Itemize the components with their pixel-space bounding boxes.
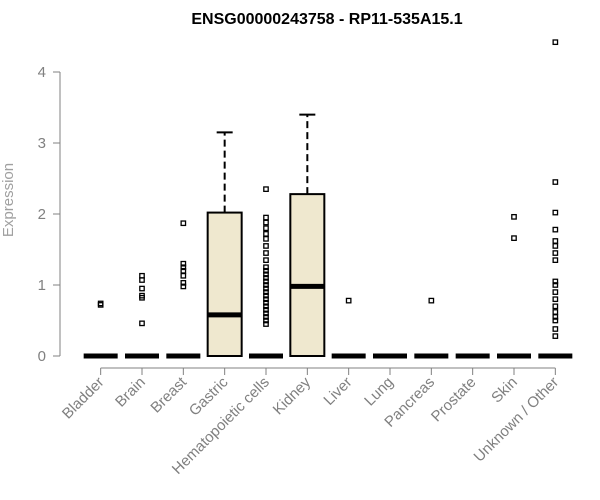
outlier-point: [552, 326, 559, 332]
outlier-point: [263, 306, 269, 313]
outlier-point: [263, 225, 269, 232]
outlier-point: [552, 238, 559, 244]
y-tick-label: 4: [38, 64, 46, 81]
outlier-point: [263, 282, 269, 288]
outlier-point: [552, 39, 559, 46]
outlier-point: [552, 289, 559, 295]
box-gastric: [206, 131, 243, 357]
outlier-point: [263, 296, 269, 303]
x-tick-label: Kidney: [270, 373, 315, 418]
outlier-point: [263, 264, 269, 271]
x-tick-label: Prostate: [428, 374, 480, 426]
outlier-point: [511, 235, 517, 241]
outlier-point: [428, 297, 435, 304]
x-tick-label: Brain: [112, 374, 149, 411]
box-hematopoietic-cells: [249, 186, 283, 359]
outlier-point: [263, 219, 269, 226]
box-pancreas: [414, 297, 449, 359]
outlier-point: [263, 214, 269, 221]
outlier-point: [263, 231, 269, 237]
outlier-point: [552, 257, 559, 264]
outlier-point: [180, 272, 187, 279]
outlier-point: [180, 267, 187, 274]
y-axis: 0 1 2 3 4: [38, 64, 61, 365]
outlier-point: [263, 271, 269, 278]
outlier-point: [552, 209, 559, 216]
outlier-point: [511, 213, 517, 220]
outlier-point: [180, 220, 187, 227]
outlier-point: [263, 310, 269, 317]
outlier-point: [180, 264, 187, 271]
box-brain: [125, 272, 159, 359]
outlier-point: [263, 303, 269, 310]
outlier-point: [552, 309, 559, 315]
outlier-point: [552, 226, 559, 233]
outlier-point: [552, 303, 559, 310]
outlier-point: [139, 272, 145, 279]
box-bladder: [83, 300, 118, 359]
x-tick-label: Skin: [488, 374, 521, 407]
outlier-point: [263, 186, 269, 192]
outlier-point: [552, 317, 559, 324]
y-axis-label: Expression: [0, 163, 17, 237]
box-liver: [331, 297, 366, 359]
x-tick-label: Liver: [320, 374, 355, 409]
outlier-point: [263, 243, 269, 249]
x-tick-label: Lung: [361, 374, 397, 410]
outlier-point: [263, 292, 269, 299]
outlier-point: [552, 296, 559, 303]
box-unknown-other: [538, 39, 573, 359]
outlier-point: [97, 300, 104, 307]
y-tick-label: 1: [38, 277, 46, 294]
outlier-point: [263, 317, 269, 324]
outlier-point: [263, 278, 269, 285]
outlier-point: [345, 297, 352, 304]
outlier-point: [263, 235, 269, 242]
x-tick-label: Bladder: [59, 374, 108, 423]
outlier-point: [263, 267, 269, 274]
box-skin: [497, 213, 531, 359]
outlier-point: [552, 333, 559, 339]
box-kidney: [289, 113, 326, 357]
outlier-point: [139, 285, 145, 292]
outlier-point: [552, 282, 559, 288]
outlier-point: [263, 285, 269, 292]
outlier-point: [97, 302, 104, 308]
outlier-point: [263, 314, 269, 320]
outlier-point: [263, 289, 269, 295]
outlier-point: [552, 278, 559, 285]
outlier-point: [180, 260, 187, 267]
outlier-point: [263, 275, 269, 281]
outlier-point: [139, 320, 145, 327]
outlier-point: [139, 292, 145, 299]
outlier-point: [180, 283, 187, 290]
y-tick-label: 0: [38, 348, 46, 365]
outlier-point: [552, 179, 559, 185]
outlier-point: [263, 250, 269, 256]
outlier-point: [180, 280, 187, 286]
box-breast: [166, 220, 201, 359]
outlier-point: [263, 321, 269, 327]
y-tick-label: 3: [38, 135, 46, 152]
outlier-point: [552, 250, 559, 256]
x-tick-label: Breast: [147, 373, 190, 416]
chart-title: ENSG00000243758 - RP11-535A15.1: [191, 11, 462, 28]
iqr-box: [206, 211, 243, 357]
outlier-point: [263, 257, 269, 264]
y-tick-label: 2: [38, 206, 46, 223]
iqr-box: [289, 193, 326, 357]
plot-area: [83, 39, 573, 359]
outlier-point: [552, 243, 559, 249]
outlier-point: [263, 299, 269, 306]
